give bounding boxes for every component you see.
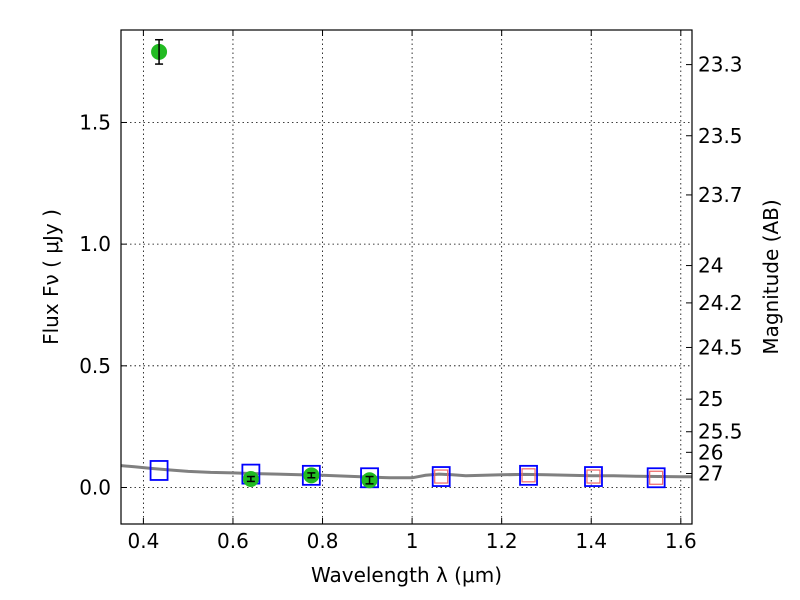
x-tick-label: 0.6 <box>217 529 249 553</box>
model-flux-box <box>431 466 451 487</box>
right-tick-label: 26 <box>698 440 723 464</box>
plot-data <box>121 38 692 489</box>
right-tick-label: 23.3 <box>698 53 743 77</box>
right-tick-label: 25.5 <box>698 420 743 444</box>
x-tick-label: 1 <box>406 529 419 553</box>
model-flux-box <box>646 467 666 489</box>
plot-frame <box>120 29 693 525</box>
x-tick-label: 1.4 <box>575 529 607 553</box>
model-flux-box <box>519 464 538 486</box>
model-flux-box-inner <box>434 469 449 484</box>
right-tick-label: 23.7 <box>698 183 743 207</box>
x-tick-label: 1.6 <box>665 529 697 553</box>
y-tick-label: 1.0 <box>79 232 111 256</box>
x-tick-label: 0.8 <box>307 529 339 553</box>
right-tick-label: 24.2 <box>698 291 743 315</box>
y-axis-label: Flux Fν ( μJy ) <box>39 209 63 345</box>
x-tick-label: 1.2 <box>486 529 518 553</box>
right-tick-label: 24.5 <box>698 335 743 359</box>
y-tick-label: 0.5 <box>79 354 111 378</box>
y-tick-label: 0.0 <box>79 475 111 499</box>
spectrum-line <box>121 464 692 480</box>
model-flux-box-inner <box>649 470 664 485</box>
x-axis-label: Wavelength λ (μm) <box>311 563 502 587</box>
grid-lines <box>121 30 692 524</box>
model-flux-box <box>149 460 169 481</box>
model-flux-box <box>301 464 321 486</box>
right-axis-label: Magnitude (AB) <box>759 199 783 354</box>
model-flux-box-inner <box>586 469 601 484</box>
model-flux-box <box>584 466 603 487</box>
x-tick-label: 0.4 <box>127 529 159 553</box>
y-tick-label: 1.5 <box>79 110 111 134</box>
right-tick-label: 25 <box>698 387 723 411</box>
right-tick-label: 23.5 <box>698 124 743 148</box>
right-tick-label: 27 <box>698 461 723 485</box>
axis-ticks: 0.4 0.6 0.8 1 1.2 1.4 1.6 0.0 0.5 1.0 1.5 23.3 23.5 2… <box>79 30 743 553</box>
right-tick-label: 24 <box>698 254 723 278</box>
model-flux-box-inner <box>521 468 536 483</box>
